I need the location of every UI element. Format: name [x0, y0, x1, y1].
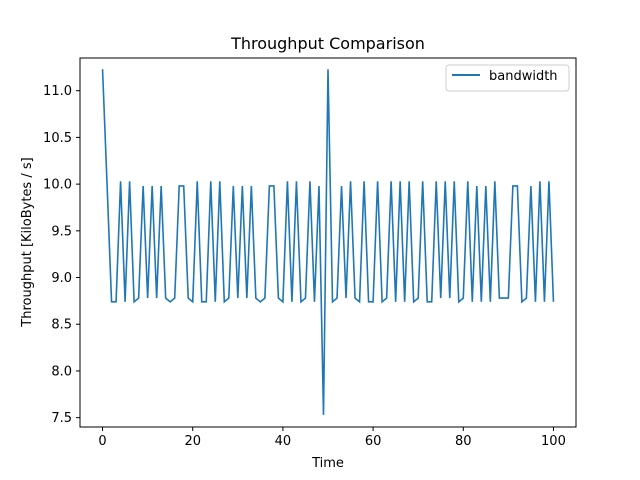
plot-series — [101, 69, 555, 415]
y-axis-ticks: 7.5 8.0 8.5 9.0 9.5 10.0 10.5 11.0 — [43, 84, 80, 426]
y-tick-label: 10.0 — [43, 178, 72, 193]
x-tick-label: 40 — [275, 434, 292, 449]
x-axis-label: Time — [311, 456, 344, 471]
y-tick-label: 9.0 — [51, 271, 72, 286]
legend-box — [445, 64, 570, 92]
y-tick-label: 8.0 — [51, 364, 72, 379]
y-tick-label: 10.5 — [43, 131, 72, 146]
x-tick-label: 0 — [98, 434, 106, 449]
y-tick-label: 11.0 — [43, 84, 72, 99]
legend: bandwidth — [445, 64, 570, 92]
chart-title: Throughput Comparison — [230, 34, 425, 53]
x-tick-label: 100 — [541, 434, 566, 449]
y-tick-label: 7.5 — [51, 411, 72, 426]
series-line-bandwidth — [101, 69, 555, 415]
plot-frame — [79, 57, 577, 428]
y-tick-label: 8.5 — [51, 318, 72, 333]
x-tick-label: 80 — [455, 434, 472, 449]
y-tick-label: 9.5 — [51, 224, 72, 239]
x-tick-label: 20 — [184, 434, 201, 449]
x-axis-ticks: 0 20 40 60 80 100 — [98, 427, 566, 449]
x-tick-label: 60 — [365, 434, 382, 449]
legend-label: bandwidth — [489, 69, 558, 84]
y-axis-label: Throughput [KiloBytes / s] — [20, 157, 35, 327]
